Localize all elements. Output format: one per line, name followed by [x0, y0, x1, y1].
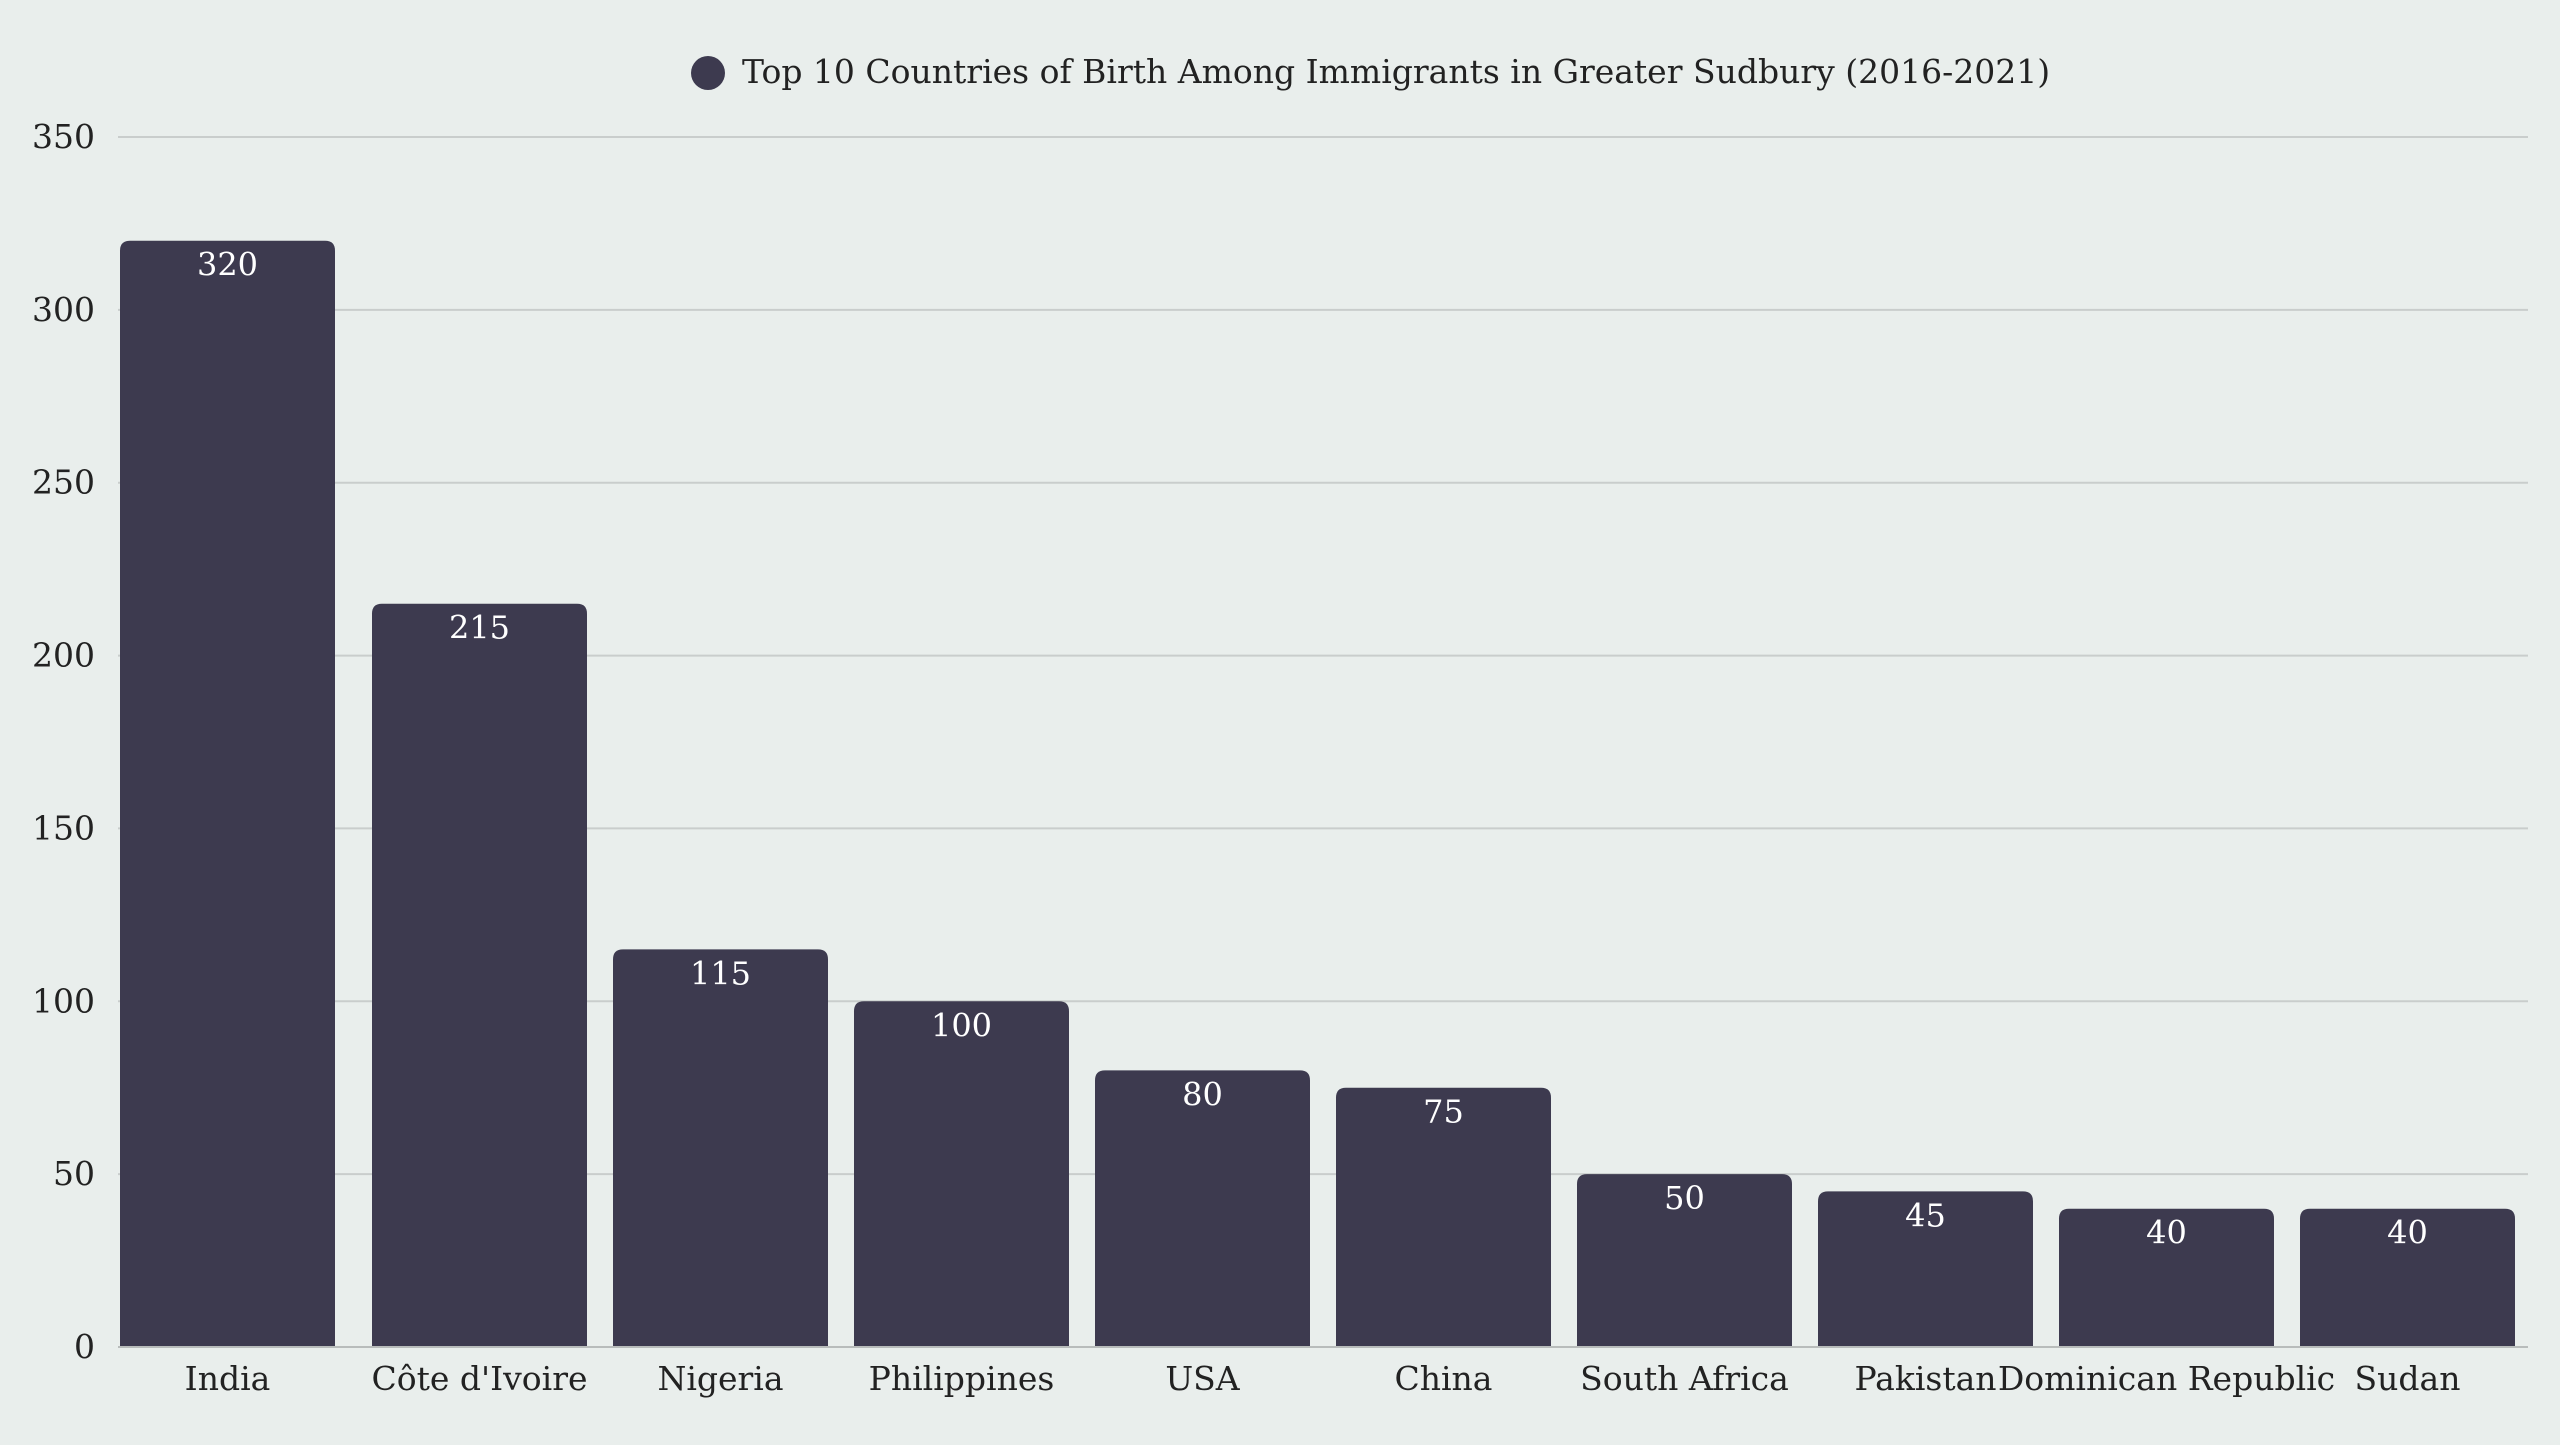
y-tick-label: 50: [53, 1154, 95, 1193]
bar-south-africa: [1577, 1174, 1792, 1347]
x-axis: India Côte d'Ivoire Nigeria Philippines USA C…: [118, 1346, 2528, 1398]
data-label: 50: [1664, 1179, 1705, 1217]
y-axis: 0 50 100 150 200 250 300 350: [32, 117, 95, 1366]
y-tick-label: 350: [32, 117, 95, 156]
bar-sudan: [2300, 1208, 2515, 1347]
bar-china: [1336, 1087, 1551, 1347]
data-label: 320: [197, 246, 258, 284]
bar-philippines: [854, 1001, 1069, 1347]
x-tick-label: Côte d'Ivoire: [372, 1359, 588, 1398]
data-labels: 320 215 115 100 80 75 50 45 40 40: [197, 246, 2428, 1252]
data-label: 80: [1182, 1075, 1223, 1113]
bar-usa: [1095, 1070, 1310, 1347]
bars: [120, 240, 2515, 1348]
legend-label: Top 10 Countries of Birth Among Immigran…: [742, 52, 2050, 91]
x-tick-label: India: [185, 1359, 271, 1398]
y-tick-label: 200: [32, 636, 95, 675]
y-tick-label: 300: [32, 290, 95, 329]
data-label: 100: [931, 1006, 992, 1044]
x-tick-label: Philippines: [869, 1359, 1055, 1398]
y-tick-label: 150: [32, 808, 95, 847]
bar-nigeria: [613, 949, 828, 1347]
data-label: 75: [1423, 1093, 1464, 1131]
x-tick-label: South Africa: [1580, 1359, 1789, 1398]
bar-dominican-republic: [2059, 1208, 2274, 1347]
data-label: 115: [690, 954, 751, 992]
bar-pakistan: [1818, 1191, 2033, 1347]
data-label: 40: [2387, 1214, 2428, 1252]
x-tick-label: China: [1395, 1359, 1493, 1398]
x-tick-label: Sudan: [2355, 1359, 2461, 1398]
x-tick-label: USA: [1165, 1359, 1240, 1398]
bar-c-te-d-ivoire: [372, 603, 587, 1347]
y-tick-label: 250: [32, 463, 95, 502]
legend: Top 10 Countries of Birth Among Immigran…: [691, 52, 2050, 91]
bar-india: [120, 240, 335, 1348]
data-label: 40: [2146, 1214, 2187, 1252]
y-tick-label: 100: [32, 981, 95, 1020]
data-label: 45: [1905, 1196, 1946, 1234]
x-tick-label: Dominican Republic: [1998, 1359, 2335, 1398]
x-tick-label: Nigeria: [657, 1359, 783, 1398]
data-label: 215: [449, 609, 510, 647]
y-tick-label: 0: [74, 1327, 95, 1366]
legend-marker: [691, 56, 725, 90]
x-tick-label: Pakistan: [1854, 1359, 1996, 1398]
